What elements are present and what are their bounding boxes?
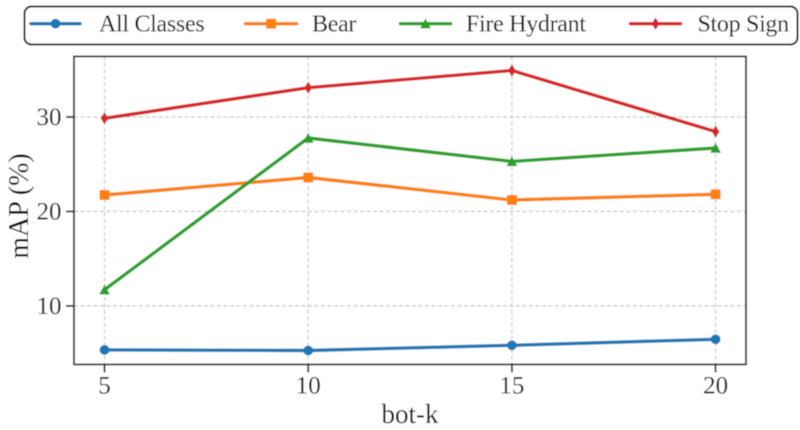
svg-text:10: 10 [296,373,321,400]
svg-text:All Classes: All Classes [99,12,204,38]
svg-text:10: 10 [37,293,62,320]
svg-text:15: 15 [499,373,524,400]
svg-text:5: 5 [98,373,111,400]
svg-text:Fire Hydrant: Fire Hydrant [466,12,586,38]
svg-text:30: 30 [37,104,62,131]
svg-text:bot-k: bot-k [382,399,439,429]
svg-text:mAP (%): mAP (%) [4,153,35,259]
svg-text:20: 20 [703,373,728,400]
svg-text:Stop Sign: Stop Sign [698,12,790,38]
svg-text:Bear: Bear [312,12,356,38]
svg-text:20: 20 [37,198,62,225]
